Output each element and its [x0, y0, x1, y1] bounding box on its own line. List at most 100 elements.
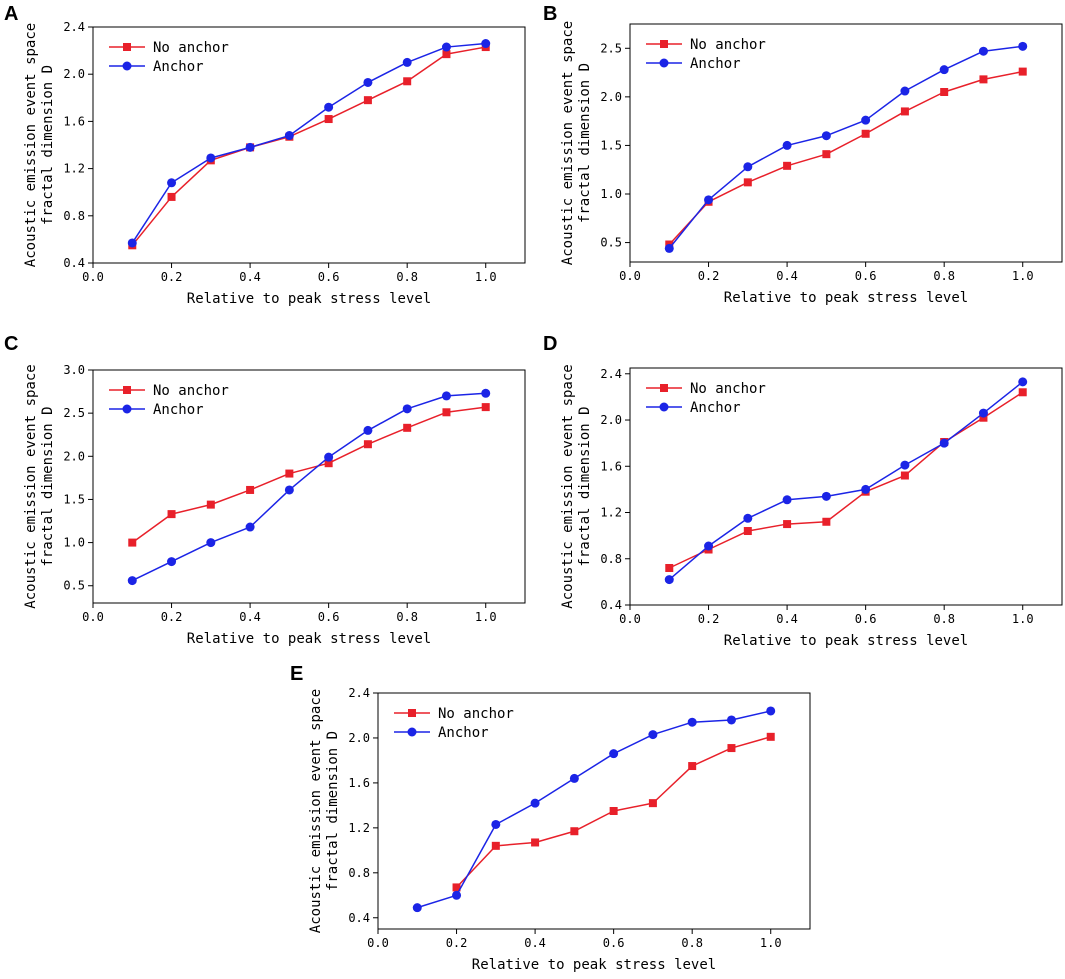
- data-point-square-6: [363, 96, 372, 105]
- data-point-circle-3: [245, 522, 255, 532]
- legend-marker-square: [660, 384, 668, 392]
- series-line-segment: [328, 99, 369, 120]
- panel-label: E: [290, 663, 303, 685]
- x-tick-label: 0.0: [619, 269, 641, 283]
- series-line-segment: [446, 42, 486, 48]
- data-point-circle-8: [978, 46, 988, 56]
- y-tick-label: 0.8: [348, 866, 370, 880]
- series-line-segment: [573, 753, 615, 780]
- data-point-circle-8: [441, 42, 451, 52]
- x-tick-label: 1.0: [475, 270, 497, 284]
- series-line-segment: [943, 412, 984, 444]
- series-line-segment: [613, 733, 654, 755]
- legend-label: Anchor: [690, 56, 741, 72]
- data-point-circle-8: [441, 391, 451, 401]
- series-line-segment: [210, 526, 251, 544]
- data-point-square-6: [900, 471, 909, 480]
- series-line-segment: [708, 166, 749, 201]
- series-line-segment: [367, 61, 408, 84]
- y-tick-label: 1.0: [600, 187, 622, 201]
- x-tick-label: 1.0: [760, 936, 782, 950]
- data-point-square-2: [206, 500, 215, 509]
- data-point-square-5: [609, 807, 618, 815]
- data-point-circle-1: [167, 557, 177, 567]
- series-line-segment: [289, 462, 329, 475]
- data-point-circle-4: [821, 131, 831, 141]
- series-line-segment: [983, 391, 1024, 419]
- chart-panel-c: C 0.0 0.2 0.4 0.6 0.8 1.0 0.5 1.0 1.5 2.0 2.5 3.0 Rel…: [4, 333, 526, 647]
- series-line-segment: [446, 406, 486, 414]
- chart-panel-b: B 0.0 0.2 0.4 0.6 0.8 1.0 0.5 1.0 1.5 2.0 2.5 Relati…: [543, 3, 1063, 306]
- data-point-square-2: [743, 527, 752, 536]
- y-axis-title-line-2: fractal dimension D: [325, 731, 341, 891]
- data-point-circle-2: [206, 153, 216, 163]
- data-point-square-6: [363, 440, 372, 449]
- series-line-segment: [786, 134, 827, 147]
- data-point-square-7: [403, 77, 412, 86]
- data-point-square-6: [900, 107, 909, 116]
- series-line-segment: [406, 395, 447, 410]
- series-line-segment: [367, 80, 408, 101]
- data-point-circle-9: [1018, 377, 1028, 387]
- y-tick-label: 2.0: [600, 90, 622, 104]
- data-point-square-2: [743, 178, 752, 187]
- x-tick-label: 0.8: [396, 610, 418, 624]
- series-line-segment: [668, 545, 710, 581]
- legend-entry-anchor: Anchor: [109, 59, 204, 75]
- data-point-square-0: [128, 538, 137, 547]
- series-line-segment: [328, 429, 369, 458]
- data-point-circle-5: [861, 115, 871, 125]
- data-point-circle-0: [127, 238, 137, 248]
- y-axis-title-line-2: fractal dimension D: [577, 406, 593, 566]
- data-point-square-7: [403, 423, 412, 432]
- y-tick-label: 0.8: [600, 552, 622, 566]
- data-point-circle-5: [324, 102, 334, 112]
- series-line-segment: [982, 381, 1024, 414]
- data-point-circle-7: [402, 404, 412, 414]
- series-line-segment: [826, 119, 866, 137]
- data-point-circle-5: [609, 749, 619, 759]
- data-point-circle-6: [363, 77, 373, 87]
- series-line-segment: [865, 110, 906, 135]
- series-line-segment: [865, 464, 906, 491]
- y-tick-label: 2.0: [600, 413, 622, 427]
- data-point-circle-1: [704, 195, 714, 205]
- data-point-square-8: [442, 50, 451, 59]
- data-point-square-7: [688, 762, 697, 771]
- series-line-segment: [691, 747, 732, 767]
- chart-panel-e: E 0.0 0.2 0.4 0.6 0.8 1.0 0.4 0.8 1.2 1.6 2.0 2.4 Rel…: [290, 663, 811, 973]
- data-point-square-4: [570, 827, 579, 836]
- data-point-circle-6: [900, 460, 910, 470]
- x-tick-label: 0.2: [161, 610, 183, 624]
- series-line-segment: [249, 134, 290, 149]
- series-line-segment: [652, 765, 693, 804]
- series-no-anchor: [665, 67, 1027, 249]
- x-tick-label: 0.0: [82, 270, 104, 284]
- y-axis-title-line-1: Acoustic emission event space: [23, 23, 39, 267]
- data-point-circle-9: [1018, 41, 1028, 51]
- data-point-square-5: [324, 115, 333, 124]
- x-axis-title: Relative to peak stress level: [724, 290, 968, 306]
- series-line-segment: [131, 182, 173, 244]
- x-tick-label: 0.6: [855, 612, 877, 626]
- series-line-segment: [456, 845, 497, 888]
- y-tick-label: 2.4: [600, 367, 622, 381]
- data-point-circle-4: [821, 491, 831, 501]
- panel-label: A: [4, 3, 18, 25]
- y-axis-title-line-1: Acoustic emission event space: [560, 21, 576, 265]
- data-point-square-9: [481, 403, 490, 412]
- series-line-segment: [786, 153, 827, 167]
- legend-entry-no-anchor: No anchor: [109, 40, 229, 56]
- plot-frame: [629, 23, 1063, 263]
- data-point-square-8: [979, 75, 988, 84]
- series-line-segment: [534, 777, 575, 804]
- data-point-square-5: [324, 459, 333, 468]
- series-line-segment: [210, 489, 251, 506]
- data-point-square-8: [979, 413, 988, 422]
- x-tick-label: 0.2: [446, 936, 468, 950]
- legend-label: Anchor: [153, 402, 204, 418]
- x-tick-label: 0.2: [698, 269, 720, 283]
- data-point-circle-3: [530, 798, 540, 808]
- data-point-square-1: [167, 192, 176, 201]
